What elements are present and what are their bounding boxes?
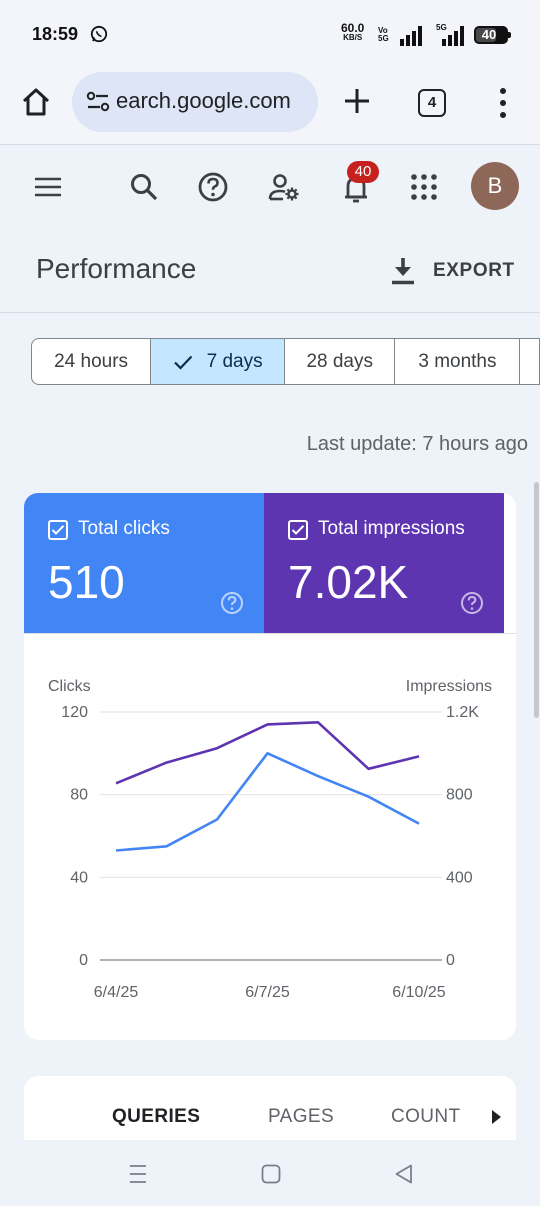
metric-value: 510: [48, 556, 125, 608]
right-tick-label: 800: [446, 787, 473, 804]
tab-switcher-button[interactable]: 4: [418, 89, 446, 117]
series-line-impressions: [115, 721, 420, 785]
range-label: 28 days: [306, 350, 373, 372]
total-clicks-metric[interactable]: Total clicks 510: [24, 493, 264, 633]
apps-grid-icon[interactable]: [408, 171, 440, 203]
app-header: 40 B: [0, 145, 540, 229]
export-label: EXPORT: [433, 260, 515, 281]
network-speed-unit: KB/S: [343, 33, 363, 42]
url-text[interactable]: earch.google.com: [116, 88, 291, 113]
performance-line-chart: 120 1.2K 80 800 40 400 0 0 Clicks Impressions 6/4/…: [48, 678, 492, 1001]
home-nav-icon[interactable]: [259, 1162, 283, 1186]
x-tick-label: 6/10/25: [392, 984, 445, 1001]
last-update-text: Last update: 7 hours ago: [306, 433, 528, 455]
network-type: 5G: [436, 23, 447, 32]
left-tick-label: 120: [61, 704, 88, 721]
x-tick-label: 6/4/25: [94, 984, 139, 1001]
system-nav-bar: [0, 1140, 540, 1206]
checkbox-checked-icon[interactable]: [48, 520, 68, 540]
site-settings-icon[interactable]: [86, 91, 110, 113]
right-axis-label: Impressions: [406, 678, 492, 695]
network-speed-value: 60.0: [341, 21, 365, 35]
range-28-days[interactable]: 28 days: [285, 339, 396, 384]
browser-toolbar: earch.google.com 4: [0, 66, 540, 144]
network-speed: 60.0 KB/S: [341, 21, 365, 43]
status-bar: 18:59 60.0 KB/S Vo 5G 5G 40: [0, 0, 540, 66]
range-label: 24 hours: [54, 350, 129, 372]
left-tick-label: 80: [70, 787, 88, 804]
manage-users-icon[interactable]: [268, 171, 300, 203]
metric-label: Total impressions: [318, 518, 465, 539]
range-label: 7 days: [206, 350, 263, 372]
more-vert-icon[interactable]: [496, 88, 510, 118]
menu-icon[interactable]: [32, 171, 64, 203]
download-icon: [392, 258, 414, 285]
checkbox-checked-icon[interactable]: [288, 520, 308, 540]
left-tick-label: 40: [70, 869, 88, 886]
address-bar[interactable]: earch.google.com: [72, 72, 318, 132]
performance-chart-card: Total clicks 510 Total impressions 7.02K…: [24, 493, 516, 1040]
range-24-hours[interactable]: 24 hours: [32, 339, 152, 384]
tab-count[interactable]: COUNT: [391, 1106, 461, 1127]
range-3-months[interactable]: 3 months: [395, 339, 521, 384]
total-impressions-metric[interactable]: Total impressions 7.02K: [264, 493, 504, 633]
volte-indicator: Vo 5G: [378, 27, 389, 43]
battery-icon: 40: [474, 26, 511, 44]
range-7-days[interactable]: 7 days: [151, 339, 286, 384]
chevron-right-icon[interactable]: [492, 1110, 501, 1124]
metric-label: Total clicks: [78, 518, 170, 539]
toolbar-divider: [0, 144, 540, 145]
home-icon[interactable]: [20, 86, 52, 118]
x-tick-label: 6/7/25: [245, 984, 290, 1001]
avatar[interactable]: B: [471, 162, 519, 210]
right-tick-label: 0: [446, 952, 455, 969]
scrollbar[interactable]: [534, 482, 539, 718]
volte-top: Vo: [378, 26, 388, 35]
range-label: 3 months: [418, 350, 497, 372]
left-tick-label: 0: [79, 952, 88, 969]
volte-bottom: 5G: [378, 34, 389, 43]
search-icon[interactable]: [128, 171, 160, 203]
check-icon: [173, 355, 192, 370]
help-icon[interactable]: [197, 171, 229, 203]
tab-pages[interactable]: PAGES: [268, 1106, 335, 1127]
page-title-bar: Performance EXPORT: [0, 229, 540, 313]
help-icon[interactable]: [460, 591, 484, 615]
whatsapp-icon: [90, 25, 108, 43]
status-time: 18:59: [32, 24, 79, 44]
right-tick-label: 400: [446, 869, 473, 886]
recents-icon[interactable]: [126, 1162, 150, 1186]
notifications-badge: 40: [347, 161, 379, 183]
right-tick-label: 1.2K: [446, 704, 479, 721]
tab-queries[interactable]: QUERIES: [112, 1106, 201, 1127]
battery-level: 40: [481, 27, 497, 42]
help-icon[interactable]: [220, 591, 244, 615]
metric-value: 7.02K: [288, 556, 409, 608]
range-more[interactable]: [520, 339, 540, 384]
series-line-clicks: [115, 752, 420, 852]
back-icon[interactable]: [392, 1162, 416, 1186]
left-axis-label: Clicks: [48, 678, 91, 695]
new-tab-icon[interactable]: [343, 87, 371, 115]
page-title: Performance: [36, 253, 197, 284]
card-divider: [24, 633, 516, 634]
date-range-selector: 24 hours 7 days 28 days 3 months: [31, 338, 540, 385]
